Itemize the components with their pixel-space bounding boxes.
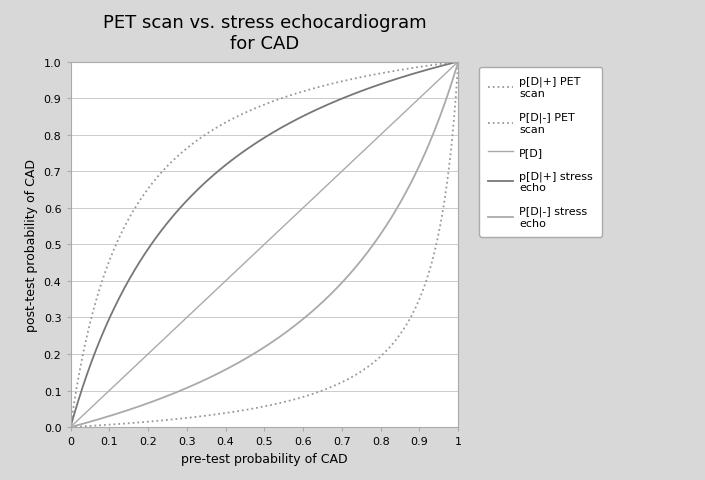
Legend: p[D|+] PET
scan, P[D|-] PET
scan, P[D], p[D|+] stress
echo, P[D|-] stress
echo: p[D|+] PET scan, P[D|-] PET scan, P[D], … (479, 68, 602, 237)
Y-axis label: post-test probability of CAD: post-test probability of CAD (25, 158, 38, 331)
X-axis label: pre-test probability of CAD: pre-test probability of CAD (181, 452, 348, 465)
Title: PET scan vs. stress echocardiogram
for CAD: PET scan vs. stress echocardiogram for C… (102, 14, 427, 52)
